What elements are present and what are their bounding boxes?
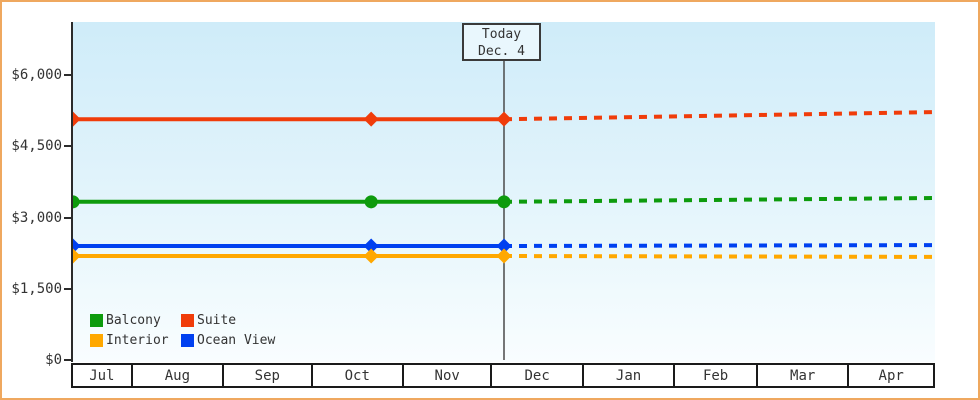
series-marker-interior: [363, 248, 379, 264]
legend-label: Interior: [106, 333, 169, 348]
x-axis-month-cell: Nov: [404, 365, 493, 386]
legend-item: Balcony: [90, 313, 181, 328]
series-marker-ocean-view: [73, 238, 81, 254]
y-axis-label: $1,500: [11, 280, 62, 297]
x-axis-month-cell: Jan: [584, 365, 676, 386]
today-date: Dec. 4: [478, 44, 525, 59]
legend-label: Suite: [197, 313, 237, 328]
chart-canvas: [73, 60, 935, 360]
x-axis-month-cell: Sep: [224, 365, 313, 386]
series-forecast-ocean-view: [503, 243, 935, 248]
legend-item: Interior: [90, 333, 181, 348]
series-marker-interior: [496, 248, 512, 264]
series-marker-ocean-view: [363, 238, 379, 254]
y-axis-label: $0: [45, 352, 62, 368]
x-axis-month-cell: Feb: [675, 365, 758, 386]
legend-swatch-suite: [181, 314, 194, 327]
today-annotation: Today Dec. 4: [462, 23, 541, 61]
series-forecast-interior: [503, 254, 935, 259]
x-axis: Jul Aug Sep Oct Nov Dec Jan Feb Mar Apr: [71, 363, 935, 388]
y-axis-tick: [64, 74, 72, 76]
series-marker-interior: [73, 248, 81, 264]
series-marker-ocean-view: [496, 238, 512, 254]
x-axis-month-cell: Mar: [758, 365, 850, 386]
x-axis-month-cell: Aug: [133, 365, 225, 386]
series-marker-balcony: [497, 195, 511, 209]
series-marker-balcony: [364, 195, 378, 209]
y-axis-tick: [64, 287, 72, 290]
legend-swatch-balcony: [90, 314, 103, 327]
series-forecast-suite: [503, 110, 935, 122]
x-axis-month-cell: Apr: [878, 367, 904, 384]
legend-label: Balcony: [106, 313, 161, 328]
series-forecast-balcony: [503, 196, 935, 204]
series-marker-suite: [363, 111, 379, 127]
legend-item: Ocean View: [181, 333, 275, 348]
legend-swatch-interior: [90, 334, 103, 347]
y-axis-label: $3,000: [11, 209, 62, 226]
x-axis-month-cell: Oct: [313, 365, 404, 386]
y-axis-label: $6,000: [11, 67, 62, 83]
series-marker-balcony: [73, 195, 80, 209]
today-label: Today: [481, 27, 522, 42]
y-axis-tick: [64, 145, 72, 148]
legend-swatch-ocean-view: [181, 334, 194, 347]
y-axis-label: $4,500: [11, 138, 62, 155]
y-axis-tick: [64, 359, 72, 361]
series-marker-suite: [73, 111, 81, 127]
x-axis-month-cell: Dec: [492, 365, 584, 386]
plot-area: [71, 22, 935, 362]
series-marker-suite: [496, 111, 512, 127]
legend-item: Suite: [181, 313, 275, 328]
y-axis-tick: [64, 216, 72, 219]
legend: Balcony Suite Interior Ocean View: [90, 313, 275, 348]
legend-label: Ocean View: [197, 333, 276, 348]
x-axis-month-cell: Jul: [73, 365, 133, 386]
